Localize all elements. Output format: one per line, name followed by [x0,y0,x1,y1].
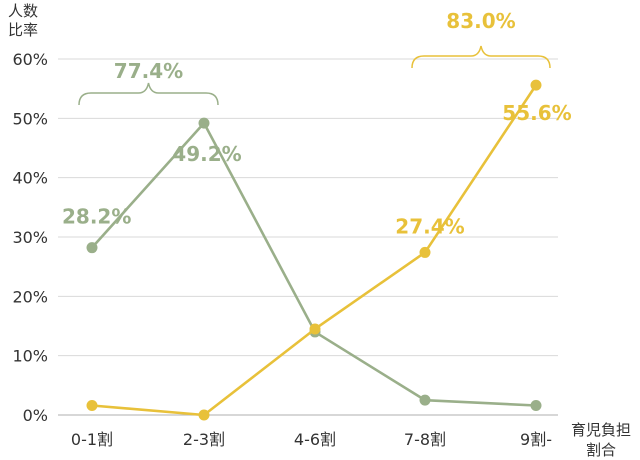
y-tick-label: 0% [23,406,48,425]
data-point [530,79,542,91]
y-axis-ticks: 0% 10% 20% 30% 40% 50% 60% [12,50,48,425]
y-tick-label: 50% [12,109,48,128]
data-point [419,394,431,406]
x-tick-label: 9割- [520,430,552,449]
y-tick-label: 30% [12,228,48,247]
data-label: 27.4% [395,214,464,238]
x-tick-label: 7-8割 [404,430,446,449]
series: 28.2% 49.2% 27.4% 55.6% [62,79,572,421]
x-axis-title-line-1: 育児負担 [571,421,631,439]
brace [78,82,219,106]
y-tick-label: 60% [12,50,48,69]
series-line [91,121,537,407]
data-point [198,117,210,129]
data-point [530,400,542,412]
x-tick-label: 2-3割 [183,430,225,449]
y-tick-label: 20% [12,287,48,306]
data-point [309,323,321,335]
brace [411,45,551,69]
y-axis-title-line-2: 比率 [8,21,38,39]
annotations: 77.4% 83.0% [78,9,551,106]
y-axis-title-line-1: 人数 [8,2,38,20]
series-line [91,84,538,417]
y-tick-label: 40% [12,169,48,188]
axis-titles: 人数 比率 育児負担 割合 [8,2,631,459]
data-point [419,246,431,258]
x-tick-label: 0-1割 [71,430,113,449]
x-axis-ticks: 0-1割 2-3割 4-6割 7-8割 9割- [71,430,552,449]
data-point [86,400,98,412]
brace-label: 77.4% [114,59,183,83]
data-label: 28.2% [62,205,131,229]
data-label: 49.2% [172,142,241,166]
x-tick-label: 4-6割 [294,430,336,449]
y-tick-label: 10% [12,347,48,366]
brace-label: 83.0% [446,9,515,33]
gridlines [58,58,558,416]
x-axis-title-line-2: 割合 [586,441,616,459]
data-point [198,409,210,421]
data-point [86,242,98,254]
data-label: 55.6% [502,101,571,125]
